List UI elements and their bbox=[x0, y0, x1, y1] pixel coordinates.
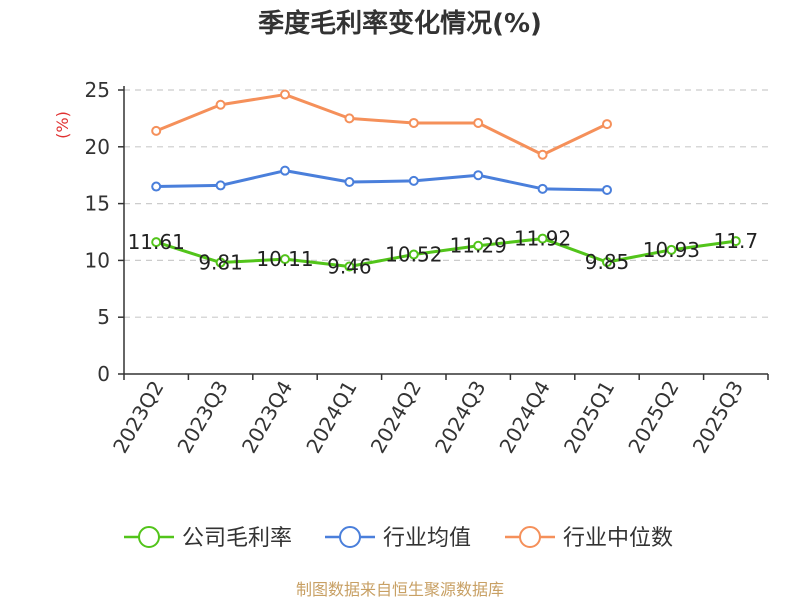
data-label: 10.52 bbox=[385, 242, 442, 266]
legend-label: 行业中位数 bbox=[563, 526, 673, 551]
data-label: 11.61 bbox=[128, 230, 185, 254]
legend-marker bbox=[519, 526, 541, 548]
data-point[interactable] bbox=[151, 181, 162, 192]
source-note: 制图数据来自恒生聚源数据库 bbox=[296, 580, 504, 599]
data-label: 11.7 bbox=[714, 229, 759, 253]
x-tick-label: 2025Q2 bbox=[623, 377, 683, 458]
data-point[interactable] bbox=[151, 237, 162, 248]
series-line bbox=[155, 93, 608, 157]
data-point[interactable] bbox=[473, 240, 484, 251]
x-tick-label: 2025Q3 bbox=[688, 377, 748, 458]
x-tick-label: 2024Q3 bbox=[430, 377, 490, 458]
data-point[interactable] bbox=[215, 99, 226, 110]
data-label: 10.93 bbox=[643, 238, 700, 262]
x-tick-label: 2024Q4 bbox=[494, 377, 554, 458]
y-tick-label: 0 bbox=[97, 362, 110, 386]
series-line bbox=[156, 169, 608, 192]
y-tick-label: 25 bbox=[85, 78, 110, 102]
x-tick-label: 2024Q1 bbox=[301, 377, 361, 458]
data-point[interactable] bbox=[602, 184, 612, 195]
data-point[interactable] bbox=[602, 119, 612, 130]
legend-item[interactable]: 行业中位数 bbox=[505, 526, 673, 551]
data-label: 10.11 bbox=[256, 247, 313, 271]
data-point[interactable] bbox=[215, 180, 226, 191]
data-label: 11.29 bbox=[450, 234, 507, 258]
data-label: 9.81 bbox=[198, 251, 243, 275]
data-point[interactable] bbox=[280, 254, 290, 265]
x-tick-label: 2023Q2 bbox=[108, 377, 168, 458]
legend-label: 行业均值 bbox=[383, 526, 471, 551]
x-tick-label: 2025Q1 bbox=[559, 377, 619, 458]
data-labels: 11.61 9.81 10.11 9.46 10.52 11.29 11.92 9.85 10.… bbox=[128, 227, 758, 279]
data-point[interactable] bbox=[408, 117, 419, 128]
data-point[interactable] bbox=[537, 233, 548, 244]
series-line bbox=[155, 237, 737, 269]
data-label: 11.92 bbox=[514, 227, 571, 251]
data-point[interactable] bbox=[537, 149, 548, 160]
data-point[interactable] bbox=[344, 177, 355, 188]
data-point[interactable] bbox=[602, 257, 612, 268]
y-tick-label: 20 bbox=[85, 135, 110, 159]
data-point[interactable] bbox=[730, 236, 741, 247]
legend[interactable]: 公司毛利率 行业均值 行业中位数 bbox=[124, 526, 673, 551]
y-tick-label: 10 bbox=[85, 248, 110, 272]
y-tick-label: 5 bbox=[97, 305, 110, 329]
data-point[interactable] bbox=[666, 244, 677, 255]
series-lines bbox=[151, 89, 741, 272]
x-tick-label: 2023Q3 bbox=[172, 377, 232, 458]
data-point[interactable] bbox=[344, 261, 355, 272]
legend-item[interactable]: 行业均值 bbox=[325, 526, 471, 551]
data-point[interactable] bbox=[344, 113, 355, 124]
data-label: 9.85 bbox=[585, 250, 630, 274]
legend-item[interactable]: 公司毛利率 bbox=[124, 526, 292, 551]
y-tick-label: 15 bbox=[85, 192, 110, 216]
data-point[interactable] bbox=[473, 170, 484, 181]
data-point[interactable] bbox=[215, 257, 226, 268]
data-point[interactable] bbox=[151, 125, 162, 136]
legend-label: 公司毛利率 bbox=[182, 526, 292, 551]
chart-title: 季度毛利率变化情况(%) bbox=[258, 8, 542, 39]
legend-marker bbox=[339, 526, 361, 548]
data-point[interactable] bbox=[408, 175, 419, 186]
grid-lines bbox=[124, 89, 768, 318]
axes: 0 5 10 15 20 25 2023Q2 2023Q3 2023Q4 2024Q1 2024Q2… bbox=[85, 78, 769, 458]
data-point[interactable] bbox=[473, 117, 484, 128]
data-point[interactable] bbox=[537, 183, 548, 194]
data-point[interactable] bbox=[280, 165, 290, 176]
legend-marker bbox=[138, 526, 160, 548]
data-point[interactable] bbox=[408, 249, 419, 260]
y-axis-unit-label: (%) bbox=[53, 111, 72, 139]
x-tick-label: 2024Q2 bbox=[366, 377, 426, 458]
data-point[interactable] bbox=[280, 89, 290, 100]
data-label: 9.46 bbox=[327, 255, 372, 279]
x-tick-label: 2023Q4 bbox=[237, 377, 297, 458]
